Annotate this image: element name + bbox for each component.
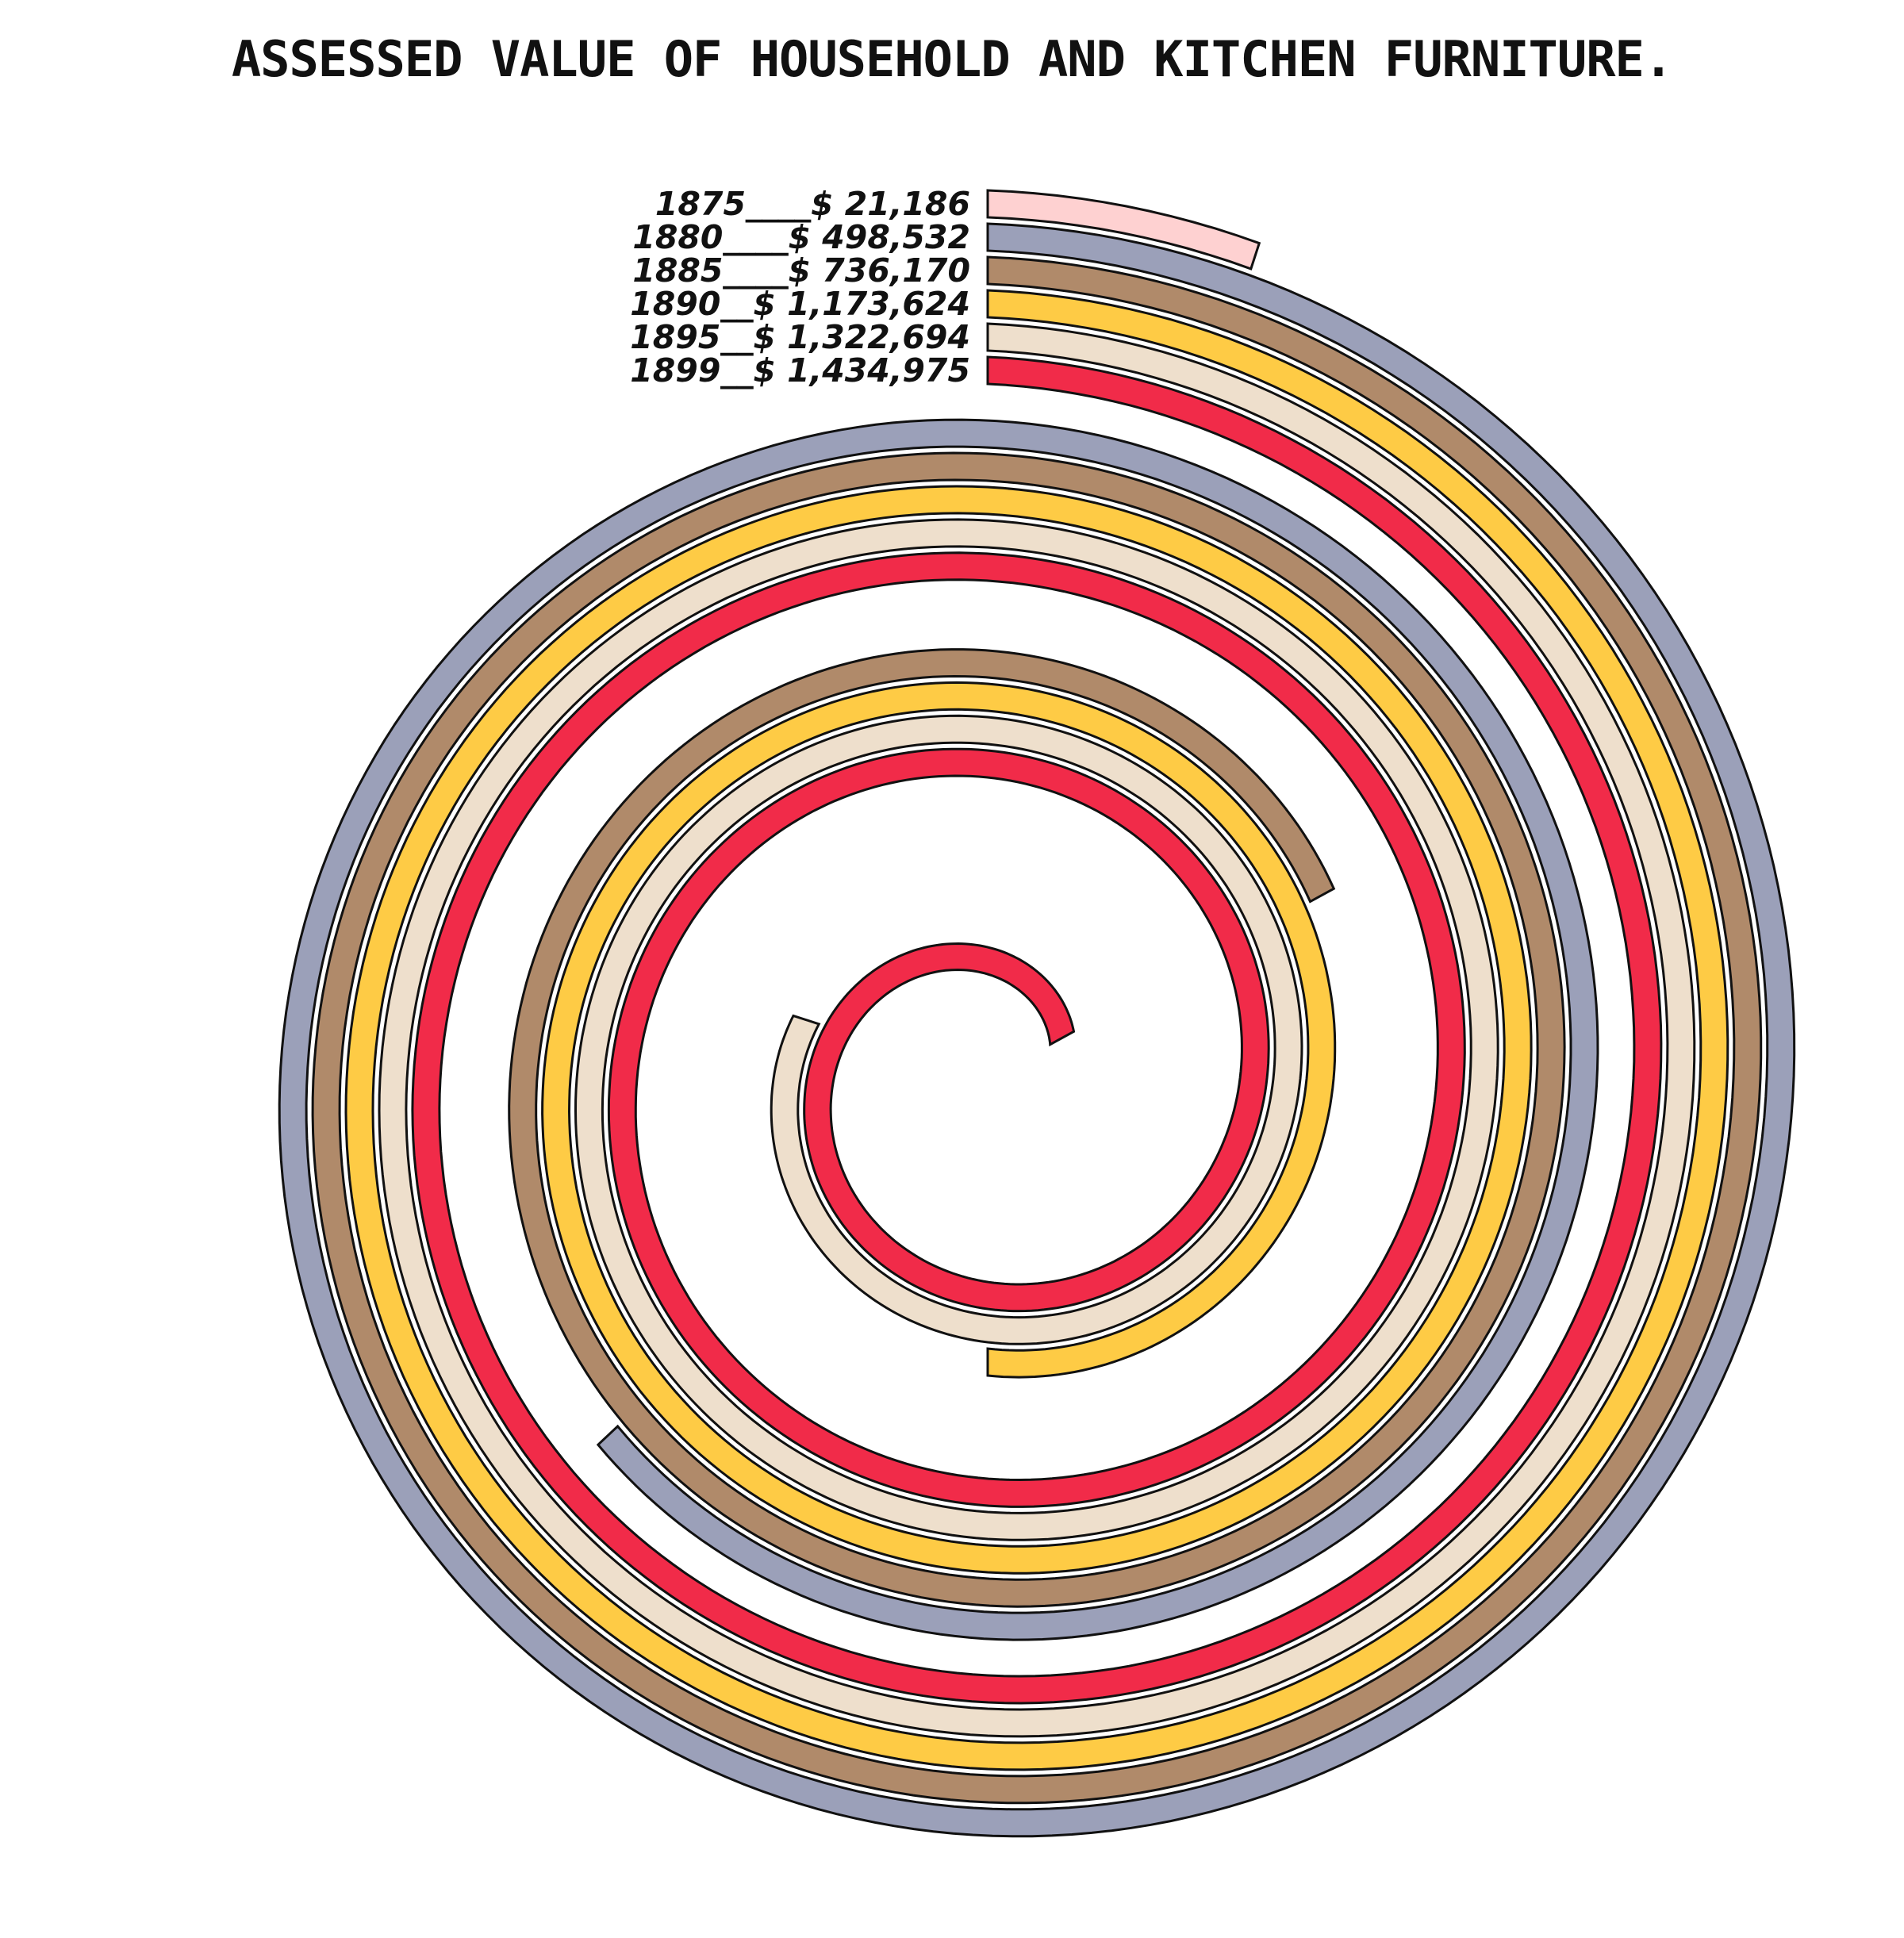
spiral-band-1890: [344, 289, 1729, 1771]
series-label-1885: 1885____$ 736,170: [632, 251, 970, 290]
spiral-band-1895: [378, 322, 1696, 1738]
series-label-1875: 1875____$ 21,186: [655, 185, 970, 223]
spiral-band-1880: [278, 222, 1796, 1838]
series-label-1895: 1895__$ 1,322,694: [630, 318, 970, 356]
series-label-1880: 1880____$ 498,532: [632, 218, 970, 256]
spiral-band-1899: [411, 355, 1663, 1705]
series-label-1890: 1890__$ 1,173,624: [630, 285, 970, 323]
chart-title: ASSESSED VALUE OF HOUSEHOLD AND KITCHEN …: [231, 30, 1673, 88]
spiral-band-1885: [311, 255, 1763, 1805]
spiral-band-1875: [986, 189, 1261, 271]
series-label-1899: 1899__$ 1,434,975: [630, 351, 970, 390]
